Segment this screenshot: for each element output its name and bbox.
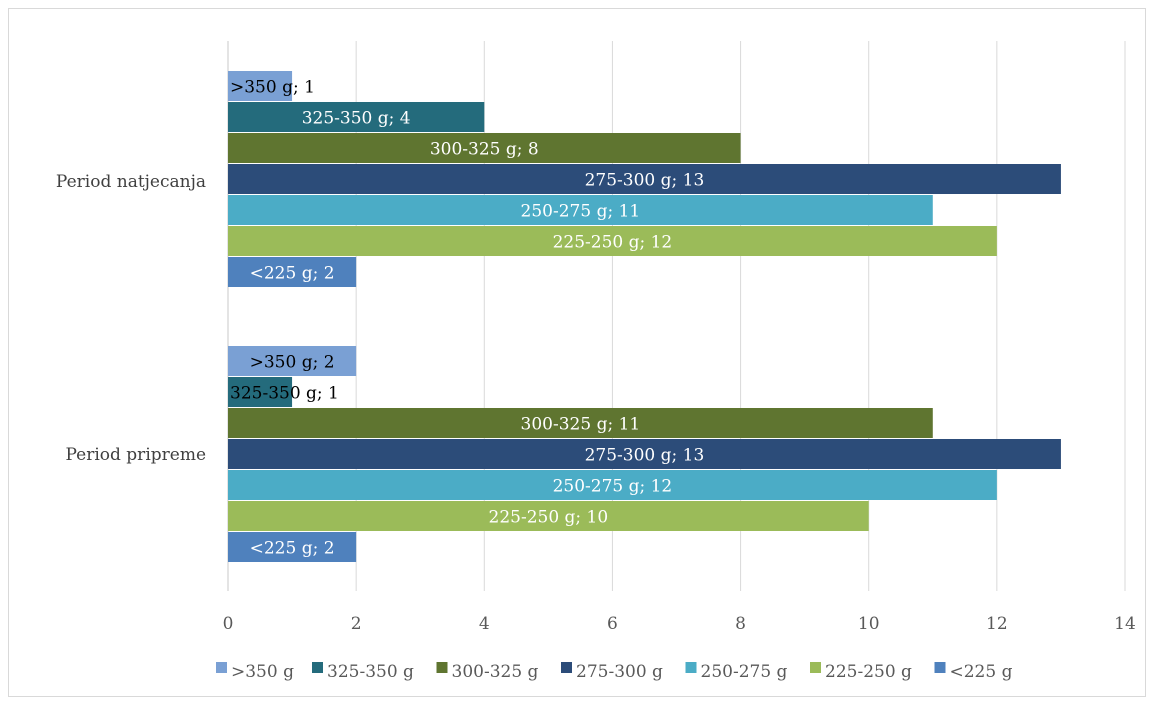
chart-svg: 0 2 4 6 8 10 12 14 Period natjecanja Period pripr… bbox=[9, 9, 1147, 698]
x-tick-label: 2 bbox=[351, 614, 362, 634]
legend-label: 225-250 g bbox=[825, 662, 912, 682]
legend-swatch bbox=[935, 662, 946, 673]
x-tick-label: 8 bbox=[735, 614, 746, 634]
data-label: 325-350 g; 1 bbox=[230, 384, 339, 404]
data-label: 275-300 g; 13 bbox=[585, 446, 705, 466]
data-label: 250-275 g; 11 bbox=[521, 202, 641, 222]
chart-frame: 0 2 4 6 8 10 12 14 Period natjecanja Period pripr… bbox=[8, 8, 1146, 697]
x-tick-label: 6 bbox=[607, 614, 618, 634]
data-label: 225-250 g; 10 bbox=[489, 508, 609, 528]
data-label: 275-300 g; 13 bbox=[585, 171, 705, 191]
data-label: <225 g; 2 bbox=[250, 539, 335, 559]
data-label: 300-325 g; 8 bbox=[430, 140, 539, 160]
x-tick-label: 12 bbox=[986, 614, 1008, 634]
data-label: >350 g; 2 bbox=[250, 353, 335, 373]
legend-label: 325-350 g bbox=[327, 662, 414, 682]
data-label: 250-275 g; 12 bbox=[553, 477, 673, 497]
legend-swatch bbox=[686, 662, 697, 673]
data-label: <225 g; 2 bbox=[250, 264, 335, 284]
x-tick-label: 4 bbox=[479, 614, 490, 634]
legend-swatch bbox=[437, 662, 448, 673]
data-label: 225-250 g; 12 bbox=[553, 233, 673, 253]
legend-label: 300-325 g bbox=[452, 662, 539, 682]
category-label: Period pripreme bbox=[65, 445, 206, 465]
data-label: >350 g; 1 bbox=[230, 78, 315, 98]
legend-swatch bbox=[312, 662, 323, 673]
legend-swatch bbox=[810, 662, 821, 673]
legend-label: <225 g bbox=[950, 662, 1013, 682]
data-label: 300-325 g; 11 bbox=[521, 415, 641, 435]
legend-label: 275-300 g bbox=[576, 662, 663, 682]
data-label: 325-350 g; 4 bbox=[302, 109, 411, 129]
x-tick-label: 0 bbox=[223, 614, 234, 634]
legend-label: 250-275 g bbox=[701, 662, 788, 682]
legend-swatch bbox=[561, 662, 572, 673]
x-tick-label: 14 bbox=[1114, 614, 1136, 634]
legend-label: >350 g bbox=[231, 662, 294, 682]
category-label: Period natjecanja bbox=[56, 172, 206, 192]
x-tick-label: 10 bbox=[858, 614, 880, 634]
legend-swatch bbox=[216, 662, 227, 673]
